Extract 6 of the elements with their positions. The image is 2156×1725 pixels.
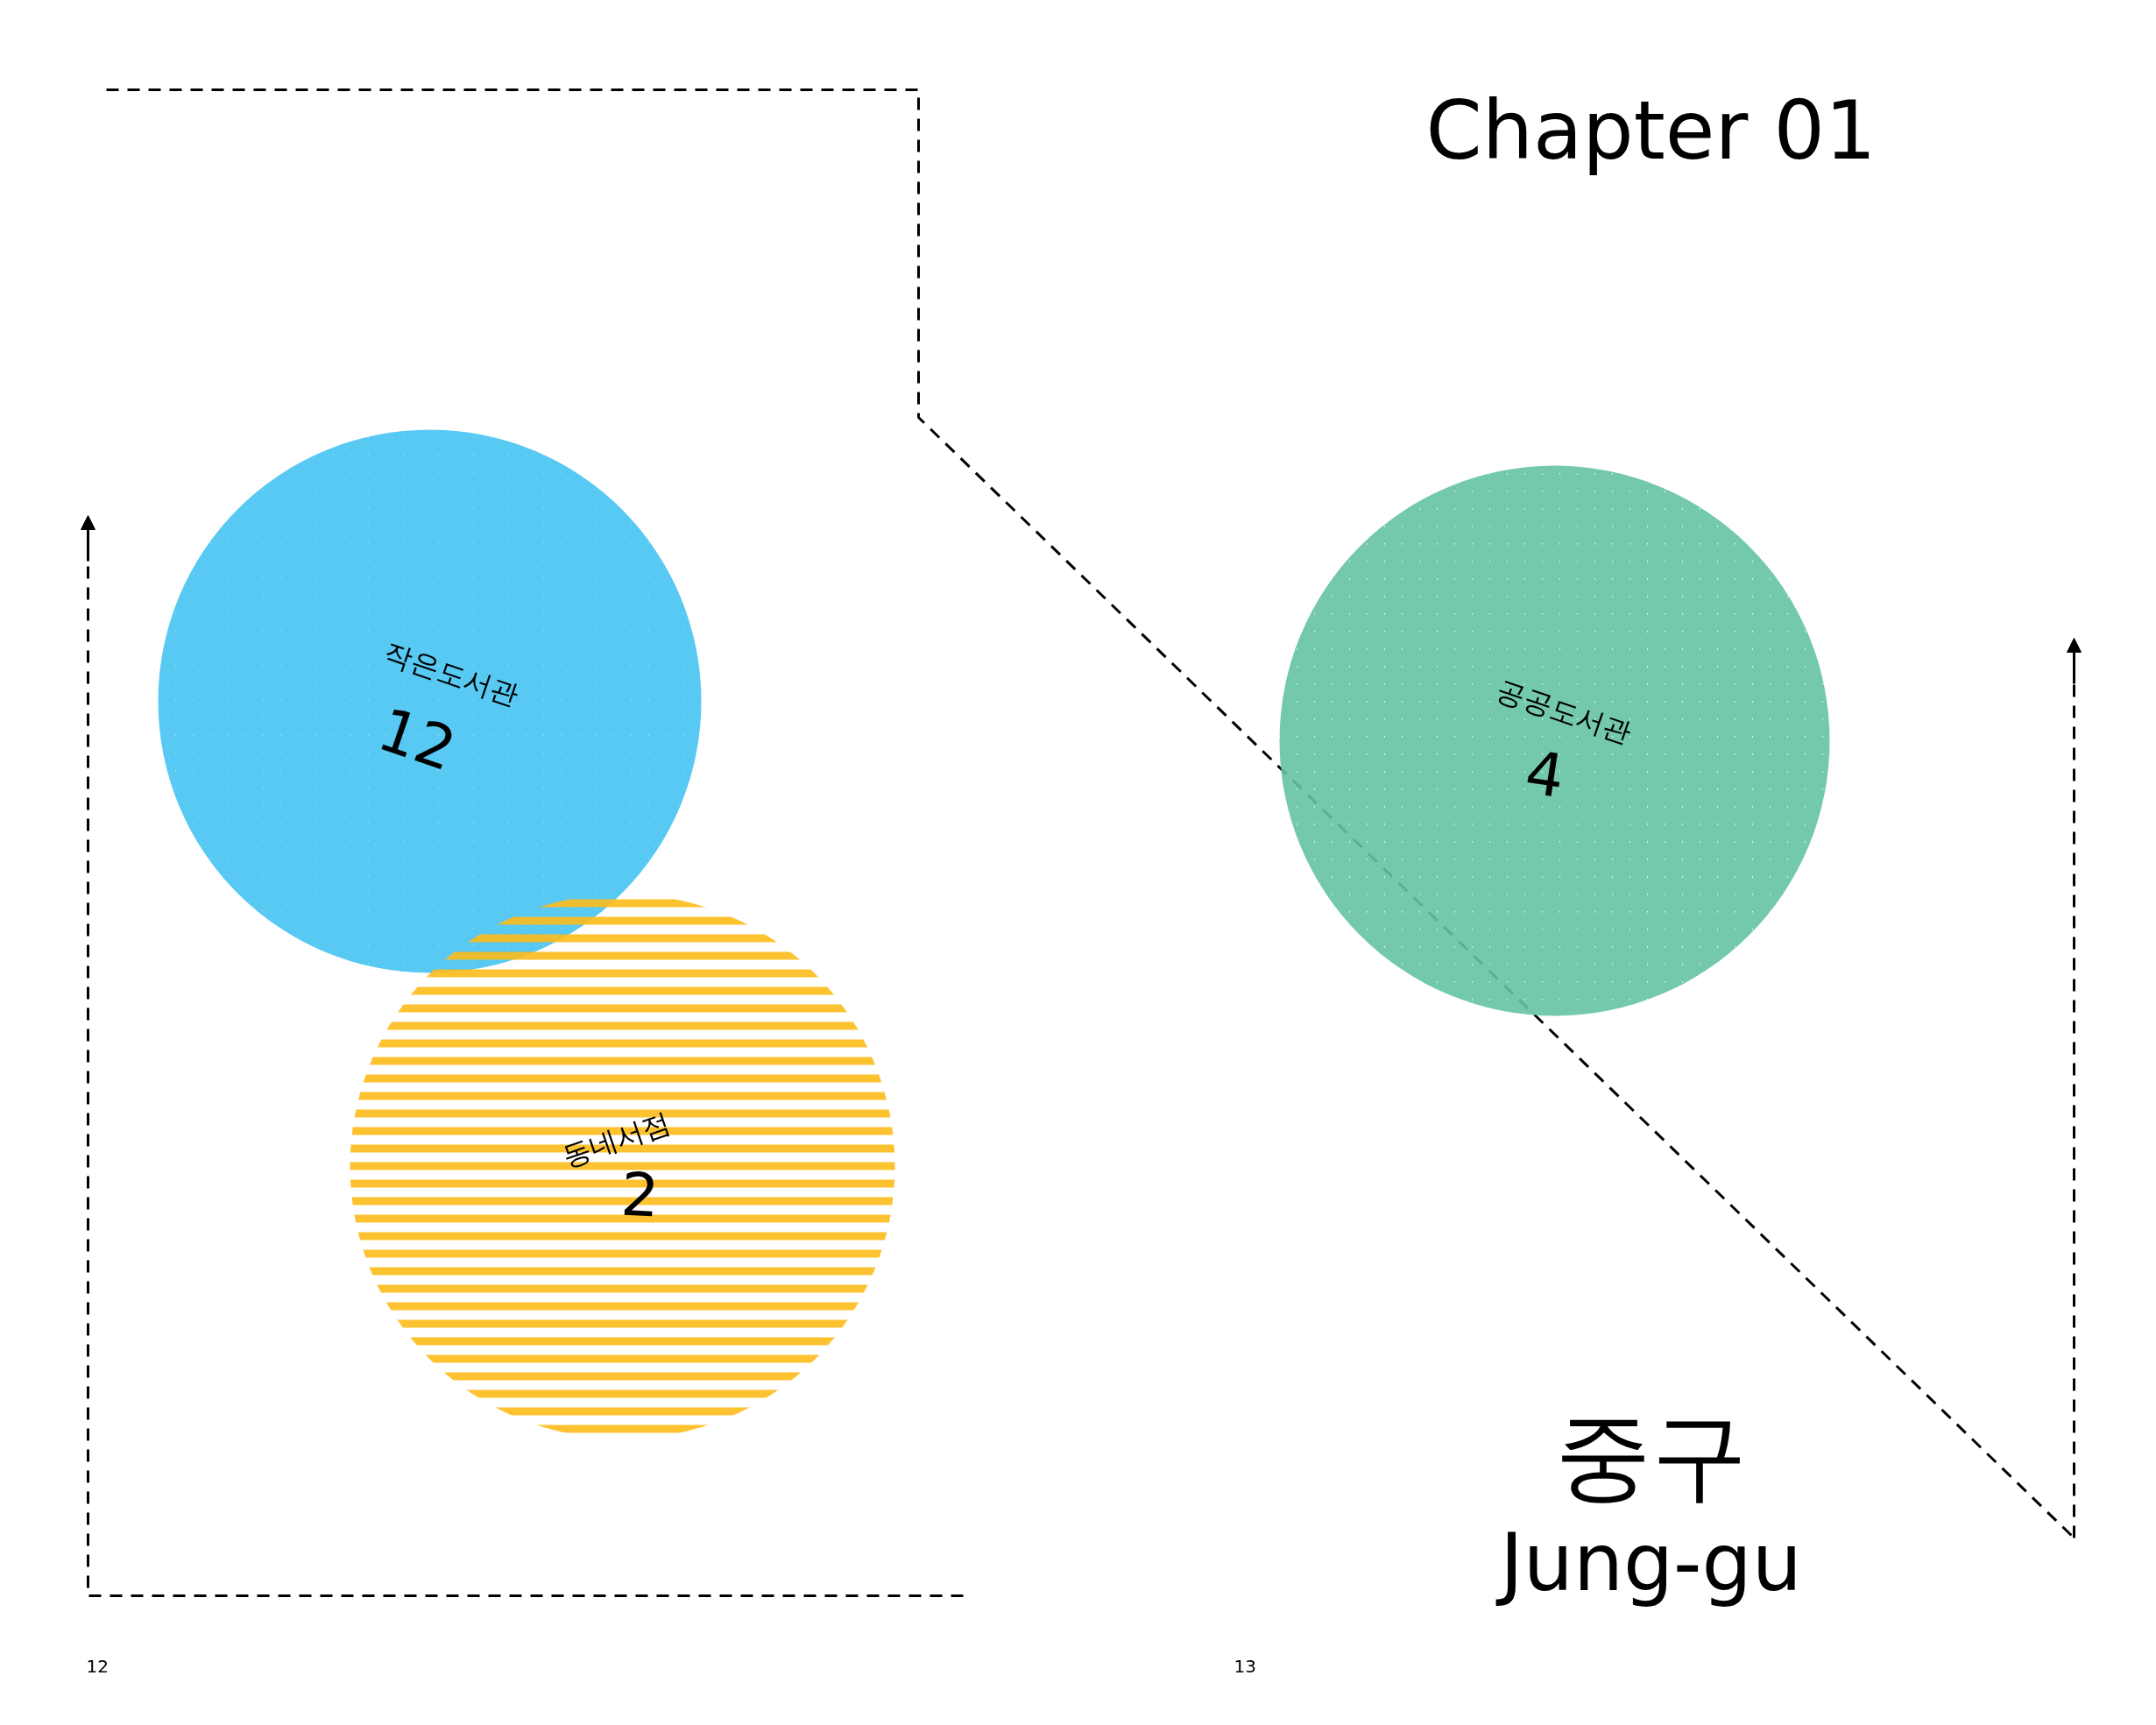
text: 12 (86, 1655, 109, 1677)
data-label: 4 (1520, 737, 1569, 812)
text: 13 (1234, 1655, 1256, 1677)
text: Jung-gu (1495, 1516, 1802, 1608)
text: 중구 (1554, 1399, 1748, 1512)
text: Chapter 01 (1425, 84, 1877, 178)
